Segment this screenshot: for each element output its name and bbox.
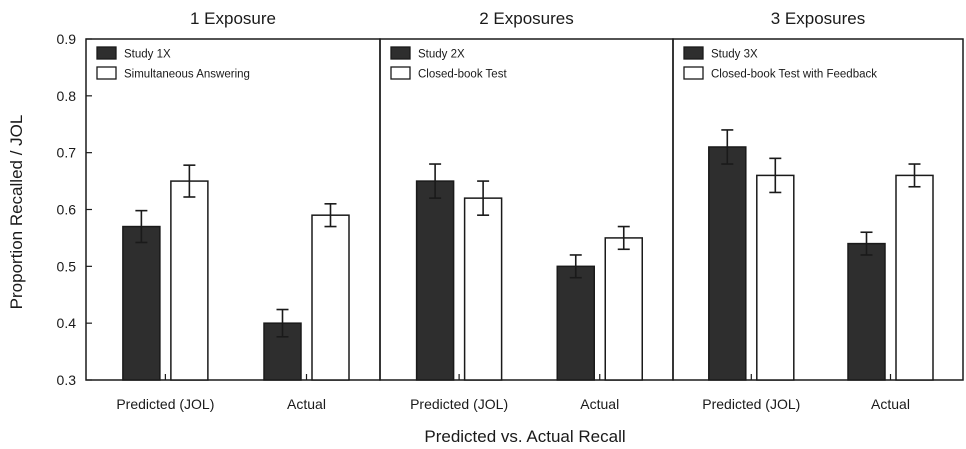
bar xyxy=(556,265,595,381)
y-axis-title: Proportion Recalled / JOL xyxy=(7,115,26,310)
category-label: Predicted (JOL) xyxy=(410,396,508,412)
y-tick-label: 0.7 xyxy=(57,145,77,161)
bar xyxy=(604,237,643,381)
legend-label: Closed-book Test xyxy=(418,69,507,81)
bar xyxy=(895,174,934,381)
panel-title: 3 Exposures xyxy=(771,9,866,28)
category-label: Actual xyxy=(580,396,619,412)
legend-label: Simultaneous Answering xyxy=(124,69,250,81)
panel-title: 2 Exposures xyxy=(479,9,574,28)
bar xyxy=(463,197,503,381)
category-label: Actual xyxy=(287,396,326,412)
bar xyxy=(756,174,795,381)
legend-label: Study 2X xyxy=(418,49,465,61)
legend-label: Study 3X xyxy=(711,49,758,61)
category-label: Predicted (JOL) xyxy=(116,396,214,412)
panel-frame xyxy=(672,38,964,381)
legend-swatch xyxy=(683,66,704,80)
legend-swatch xyxy=(683,46,704,60)
bar xyxy=(415,180,455,381)
y-tick-label: 0.9 xyxy=(57,31,77,47)
bar xyxy=(170,180,209,381)
bar xyxy=(708,146,747,381)
legend-swatch xyxy=(96,46,117,60)
y-tick-label: 0.3 xyxy=(57,372,77,388)
bar xyxy=(122,225,161,381)
x-axis-title: Predicted vs. Actual Recall xyxy=(424,427,625,446)
y-tick-label: 0.8 xyxy=(57,88,77,104)
y-tick-label: 0.6 xyxy=(57,202,77,218)
legend-swatch xyxy=(96,66,117,80)
bar xyxy=(847,242,886,381)
panel-title: 1 Exposure xyxy=(190,9,276,28)
category-label: Predicted (JOL) xyxy=(702,396,800,412)
category-label: Actual xyxy=(871,396,910,412)
legend-label: Closed-book Test with Feedback xyxy=(711,69,877,81)
y-tick-label: 0.5 xyxy=(57,258,77,274)
bar xyxy=(311,214,350,381)
legend-swatch xyxy=(390,66,411,80)
y-tick-label: 0.4 xyxy=(57,315,77,331)
legend-label: Study 1X xyxy=(124,49,171,61)
legend-swatch xyxy=(390,46,411,60)
